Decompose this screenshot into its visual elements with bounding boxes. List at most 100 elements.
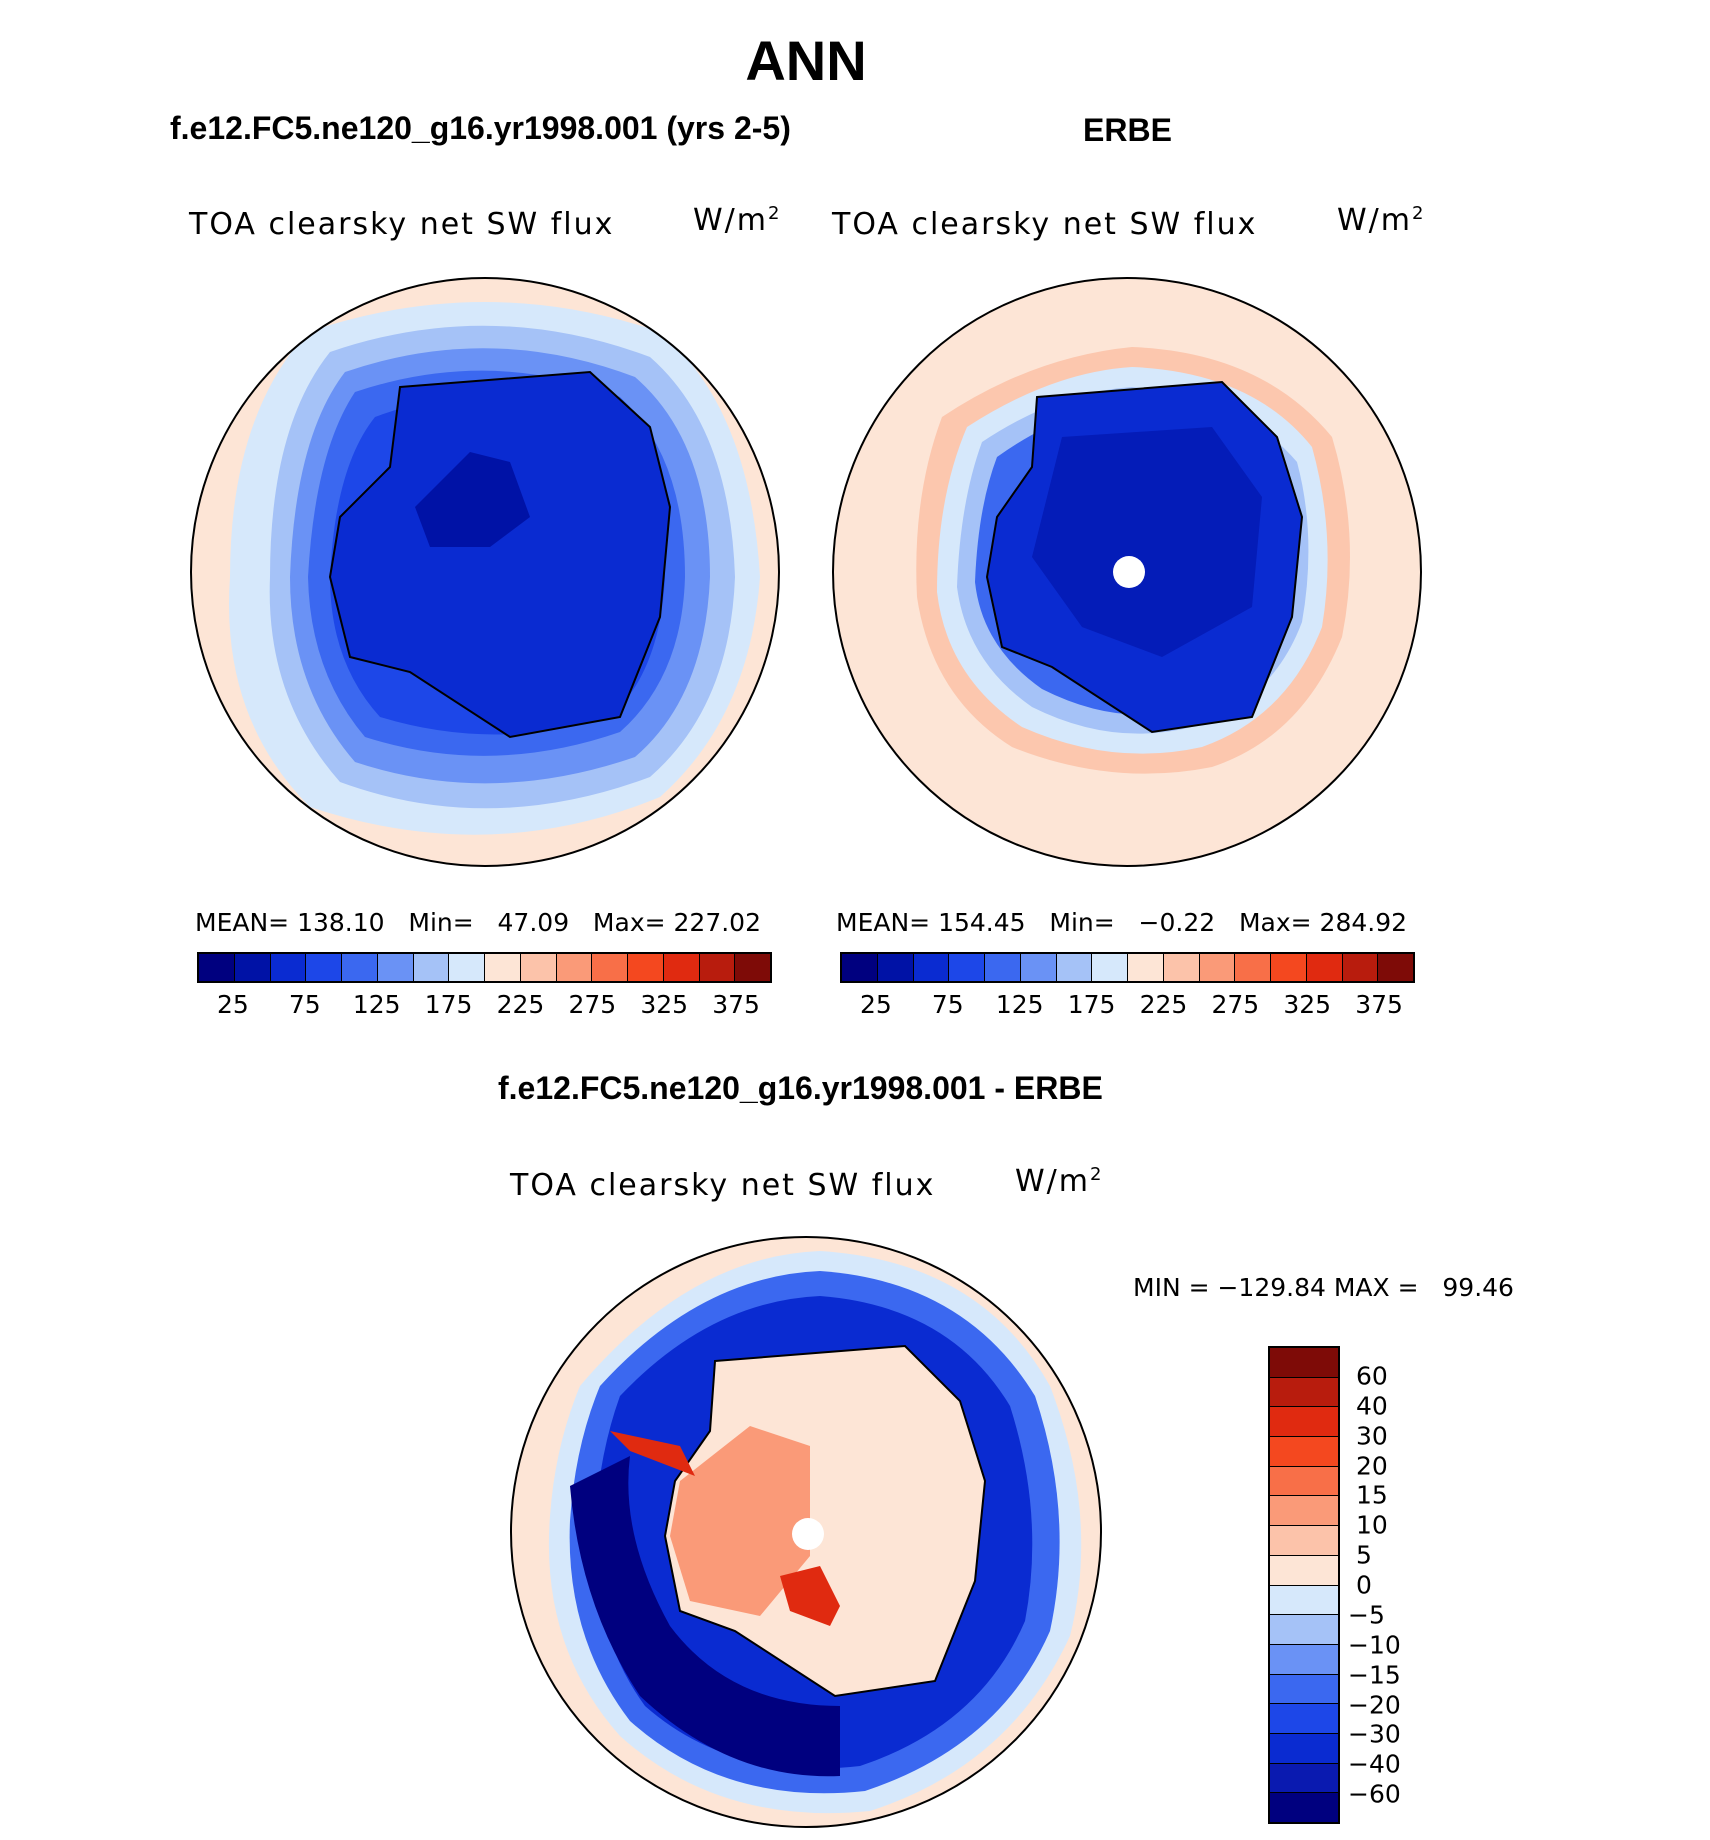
diff-colorbar-tick-label: 30 xyxy=(1356,1421,1388,1451)
obs-stats: MEAN= 154.45 Min= −0.22 Max= 284.92 xyxy=(836,908,1408,937)
model-colorbar-cell xyxy=(449,954,485,981)
model-colorbar-cell xyxy=(520,954,557,981)
obs-colorbar-cell xyxy=(913,954,950,981)
diff-colorbar-cell xyxy=(1270,1703,1338,1733)
model-polar-map xyxy=(190,277,780,867)
model-colorbar-ticks: 25 75 125 175 225 275 325 375 xyxy=(197,990,772,1020)
model-colorbar-cell xyxy=(342,954,378,981)
model-colorbar-tick-label: 275 xyxy=(568,990,617,1019)
obs-colorbar xyxy=(840,952,1415,983)
diff-colorbar-tick-label: −60 xyxy=(1348,1779,1401,1809)
diff-colorbar-cell xyxy=(1270,1406,1338,1437)
model-colorbar xyxy=(197,952,772,983)
obs-case-title: ERBE xyxy=(1083,112,1172,148)
diff-colorbar-cell xyxy=(1270,1376,1338,1407)
diff-colorbar-tick-label: 20 xyxy=(1356,1451,1388,1480)
diff-colorbar-tick-label: 40 xyxy=(1356,1391,1388,1421)
model-colorbar-tick-label: 225 xyxy=(496,990,545,1019)
obs-colorbar-tick-label: 25 xyxy=(860,990,892,1019)
model-colorbar-cell xyxy=(735,954,770,981)
obs-colorbar-cell xyxy=(1056,954,1093,981)
obs-colorbar-cell xyxy=(1342,954,1379,981)
obs-colorbar-tick-label: 225 xyxy=(1139,990,1188,1019)
obs-field-label: TOA clearsky net SW flux xyxy=(832,207,1258,242)
model-colorbar-cell xyxy=(628,954,664,981)
model-colorbar-tick-label: 175 xyxy=(424,990,473,1019)
diff-colorbar-cell xyxy=(1270,1762,1338,1793)
diff-colorbar-ticks: −60 −40 −30 −20 −15 −10 −5 0 5 10 15 20 30 40 60 xyxy=(1348,1346,1432,1824)
diff-colorbar-cell xyxy=(1270,1465,1338,1496)
model-colorbar-tick-label: 125 xyxy=(352,990,401,1019)
diff-colorbar-cell xyxy=(1270,1554,1338,1585)
model-colorbar-cell xyxy=(413,954,450,981)
diff-colorbar-tick-label: 10 xyxy=(1356,1510,1388,1540)
model-field-label: TOA clearsky net SW flux xyxy=(189,207,615,242)
obs-colorbar-cell xyxy=(1306,954,1343,981)
diff-colorbar-cell xyxy=(1270,1348,1338,1377)
diff-colorbar-cell xyxy=(1270,1614,1338,1644)
obs-colorbar-tick-label: 325 xyxy=(1283,990,1332,1019)
obs-colorbar-tick-label: 175 xyxy=(1067,990,1116,1019)
diff-stats: MIN = −129.84 MAX = 99.46 xyxy=(1133,1273,1514,1302)
diff-colorbar-cell xyxy=(1270,1673,1338,1704)
model-case-title: f.e12.FC5.ne120_g16.yr1998.001 (yrs 2-5) xyxy=(170,110,791,146)
obs-colorbar-cell xyxy=(1378,954,1413,981)
model-colorbar-tick-label: 325 xyxy=(640,990,689,1019)
model-stats: MEAN= 138.10 Min= 47.09 Max= 227.02 xyxy=(195,908,761,937)
model-units: W/m2 xyxy=(693,203,782,238)
obs-polar-map xyxy=(832,277,1422,867)
diff-colorbar-cell xyxy=(1270,1732,1338,1763)
diff-case-title: f.e12.FC5.ne120_g16.yr1998.001 - ERBE xyxy=(498,1070,1103,1106)
obs-colorbar-cell xyxy=(949,954,985,981)
obs-colorbar-cell xyxy=(1199,954,1236,981)
diff-colorbar-tick-label: −40 xyxy=(1348,1749,1401,1779)
diff-colorbar-tick-label: −30 xyxy=(1348,1719,1401,1749)
model-colorbar-cell xyxy=(592,954,628,981)
obs-colorbar-tick-label: 75 xyxy=(931,990,964,1019)
model-colorbar-cell xyxy=(485,954,521,981)
model-colorbar-cell xyxy=(306,954,342,981)
obs-units: W/m2 xyxy=(1337,203,1426,238)
figure-title: ANN xyxy=(745,29,867,92)
model-colorbar-tick-label: 375 xyxy=(712,990,760,1019)
diff-colorbar-tick-label: −10 xyxy=(1348,1630,1401,1660)
model-colorbar-cell xyxy=(699,954,736,981)
model-colorbar-cell xyxy=(234,954,271,981)
model-colorbar-tick-label: 75 xyxy=(288,990,321,1019)
diff-units: W/m2 xyxy=(1015,1164,1104,1199)
diff-colorbar-tick-label: −15 xyxy=(1348,1660,1401,1690)
diff-colorbar-tick-label: 15 xyxy=(1356,1480,1388,1510)
model-colorbar-cell xyxy=(663,954,700,981)
model-colorbar-cell xyxy=(377,954,414,981)
diff-colorbar xyxy=(1268,1346,1340,1824)
diff-colorbar-cell xyxy=(1270,1584,1338,1615)
model-colorbar-cell xyxy=(556,954,593,981)
obs-colorbar-ticks: 25 75 125 175 225 275 325 375 xyxy=(840,990,1415,1020)
diff-colorbar-tick-label: 5 xyxy=(1356,1540,1372,1570)
diff-colorbar-tick-label: 60 xyxy=(1356,1361,1388,1391)
obs-colorbar-cell xyxy=(1163,954,1200,981)
obs-colorbar-cell xyxy=(842,954,878,981)
model-colorbar-cell xyxy=(199,954,235,981)
diff-colorbar-cell xyxy=(1270,1792,1338,1822)
diff-colorbar-cell xyxy=(1270,1643,1338,1674)
obs-colorbar-cell xyxy=(1271,954,1307,981)
model-colorbar-cell xyxy=(270,954,307,981)
diff-colorbar-tick-label: 0 xyxy=(1356,1570,1372,1600)
obs-colorbar-cell xyxy=(1128,954,1164,981)
obs-colorbar-cell xyxy=(1235,954,1271,981)
diff-colorbar-tick-label: −5 xyxy=(1348,1600,1385,1630)
obs-colorbar-tick-label: 275 xyxy=(1211,990,1260,1019)
diff-colorbar-tick-label: −20 xyxy=(1348,1690,1401,1719)
obs-colorbar-cell xyxy=(1020,954,1057,981)
diff-polar-map xyxy=(510,1236,1102,1828)
obs-colorbar-cell xyxy=(985,954,1021,981)
diff-colorbar-cell xyxy=(1270,1495,1338,1526)
diff-colorbar-cell xyxy=(1270,1436,1338,1466)
obs-colorbar-cell xyxy=(877,954,914,981)
obs-colorbar-cell xyxy=(1092,954,1128,981)
diff-field-label: TOA clearsky net SW flux xyxy=(510,1168,936,1203)
obs-colorbar-tick-label: 375 xyxy=(1355,990,1403,1019)
model-colorbar-tick-label: 25 xyxy=(217,990,249,1019)
obs-colorbar-tick-label: 125 xyxy=(995,990,1044,1019)
